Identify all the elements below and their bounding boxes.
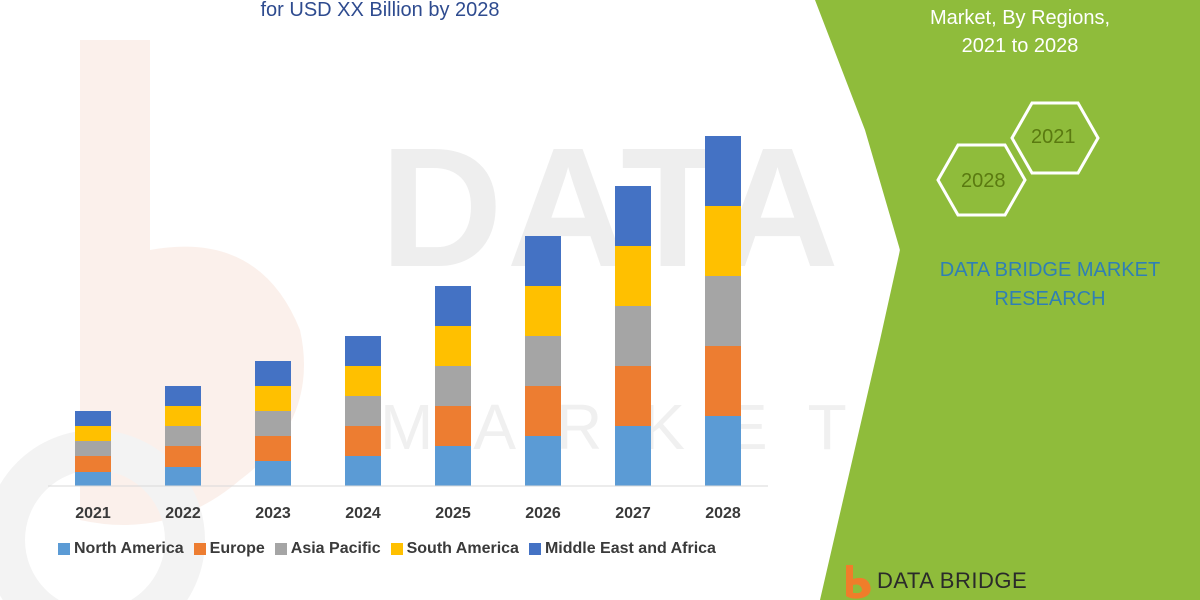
- bar-2023-middle-east-and-africa: [255, 361, 291, 386]
- legend-item-asia-pacific: Asia Pacific: [274, 540, 381, 558]
- legend-swatch: [528, 543, 541, 555]
- bar-2028-middle-east-and-africa: [705, 136, 741, 206]
- bar-2028-south-america: [705, 206, 741, 276]
- bar-2026-south-america: [525, 286, 561, 336]
- legend-item-middle-east-and-africa: Middle East and Africa: [528, 540, 716, 558]
- bar-2023-south-america: [255, 386, 291, 411]
- bar-2022-middle-east-and-africa: [165, 386, 201, 406]
- stacked-bar-chart: 2021 2022 2023 2024 2025 2026 2027 2028: [48, 136, 768, 522]
- legend-swatch: [390, 543, 403, 555]
- bar-2023-north-america: [255, 461, 291, 486]
- bar-2023-asia-pacific: [255, 411, 291, 436]
- hex-label-2028: 2028: [961, 170, 1006, 192]
- x-tick-label-2026: 2026: [525, 505, 561, 522]
- legend-item-north-america: North America: [58, 540, 184, 558]
- bar-2021-asia-pacific: [75, 441, 111, 456]
- bar-2025-middle-east-and-africa: [435, 286, 471, 326]
- bar-2028-asia-pacific: [705, 276, 741, 346]
- bar-2027-middle-east-and-africa: [615, 186, 651, 246]
- bar-2025-north-america: [435, 446, 471, 486]
- side-panel-title: Market, By Regions, 2021 to 2028: [890, 4, 1150, 60]
- legend-swatch: [274, 543, 287, 555]
- bar-2024-north-america: [345, 456, 381, 486]
- bar-2022-south-america: [165, 406, 201, 426]
- bar-2022-europe: [165, 446, 201, 467]
- data-bridge-logo-icon: [846, 565, 871, 599]
- bar-2025-asia-pacific: [435, 366, 471, 406]
- x-tick-label-2024: 2024: [345, 505, 381, 522]
- x-tick-labels: 2021 2022 2023 2024 2025 2026 2027 2028: [75, 505, 741, 522]
- bar-2025-europe: [435, 406, 471, 446]
- legend-label: Europe: [209, 540, 265, 557]
- legend-swatch: [193, 543, 206, 555]
- bar-2027-south-america: [615, 246, 651, 306]
- bar-2024-asia-pacific: [345, 396, 381, 426]
- bar-2022-north-america: [165, 467, 201, 486]
- hex-label-2021: 2021: [1031, 126, 1076, 148]
- x-tick-label-2022: 2022: [165, 505, 201, 522]
- bar-2026-asia-pacific: [525, 336, 561, 386]
- bar-2024-middle-east-and-africa: [345, 336, 381, 366]
- legend-item-south-america: South America: [390, 540, 519, 558]
- legend-label: South America: [406, 540, 519, 557]
- bar-2021-middle-east-and-africa: [75, 411, 111, 426]
- side-title-line2: 2021 to 2028: [961, 35, 1079, 57]
- bar-2027-asia-pacific: [615, 306, 651, 366]
- bar-2026-middle-east-and-africa: [525, 236, 561, 286]
- bar-2028-europe: [705, 346, 741, 416]
- bar-2026-europe: [525, 386, 561, 436]
- x-tick-label-2027: 2027: [615, 505, 651, 522]
- x-tick-label-2023: 2023: [255, 505, 291, 522]
- bar-2021-south-america: [75, 426, 111, 441]
- legend-swatch: [58, 543, 70, 555]
- legend-label: Middle East and Africa: [544, 540, 716, 557]
- brand-line2: RESEARCH: [994, 288, 1106, 310]
- hexagon-small-icon: [1010, 101, 1100, 175]
- bar-2028-north-america: [705, 416, 741, 486]
- x-tick-label-2028: 2028: [705, 505, 741, 522]
- bar-2023-europe: [255, 436, 291, 461]
- bar-2024-south-america: [345, 366, 381, 396]
- legend-label: Asia Pacific: [290, 540, 381, 557]
- bar-2022-asia-pacific: [165, 426, 201, 446]
- x-tick-label-2021: 2021: [75, 505, 111, 522]
- chart-title: for USD XX Billion by 2028: [260, 0, 500, 21]
- bar-2026-north-america: [525, 436, 561, 486]
- brand-line1: DATA BRIDGE MARKET: [939, 259, 1161, 281]
- bar-2021-europe: [75, 456, 111, 472]
- legend: North America Europe Asia Pacific South Ame…: [58, 540, 726, 558]
- hexagon-large-icon: [936, 143, 1027, 217]
- footer-logo-text: DATA BRIDGE: [877, 568, 1028, 593]
- x-tick-label-2025: 2025: [435, 505, 471, 522]
- brand-text: DATA BRIDGE MARKET RESEARCH: [910, 256, 1190, 314]
- legend-label: North America: [74, 540, 184, 557]
- bar-2027-north-america: [615, 426, 651, 486]
- bar-2024-europe: [345, 426, 381, 456]
- legend-item-europe: Europe: [193, 540, 265, 558]
- side-title-line1: Market, By Regions,: [929, 7, 1111, 29]
- bar-2025-south-america: [435, 326, 471, 366]
- bars-group: [75, 136, 741, 486]
- bar-2021-north-america: [75, 472, 111, 486]
- bar-2027-europe: [615, 366, 651, 426]
